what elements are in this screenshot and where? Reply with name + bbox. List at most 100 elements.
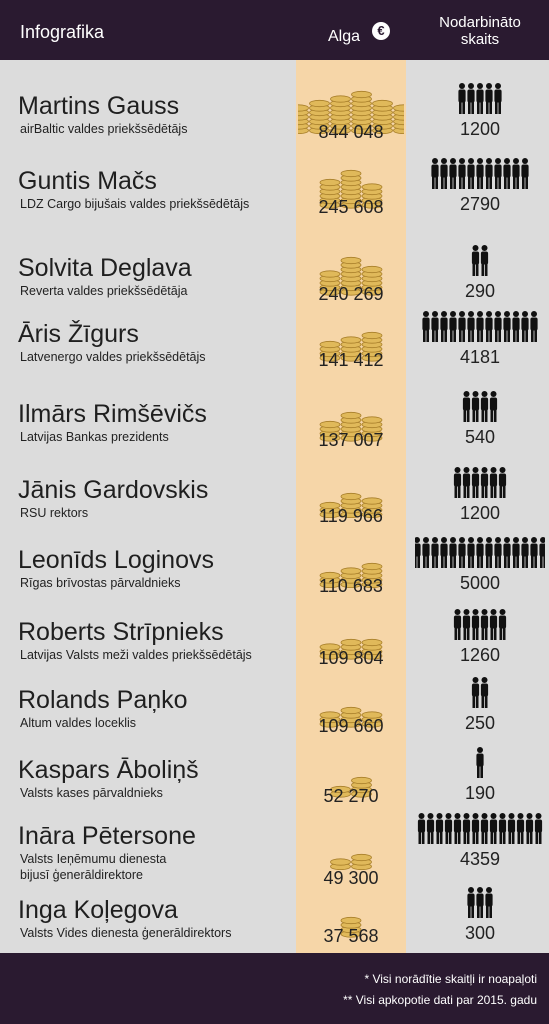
person-icon (471, 245, 480, 276)
table-row: Kaspars Āboliņš Valsts kases pārvaldnieks… (0, 747, 549, 834)
coin-stacks (319, 411, 383, 442)
header: Infografika Alga € Nodarbināto skaits (0, 0, 549, 60)
coin-icon (351, 90, 372, 98)
people-icons-wrap (415, 310, 545, 344)
person-icon (489, 813, 498, 844)
people-icons-wrap (415, 244, 545, 278)
person-role: Latvenergo valdes priekšsēdētājs (20, 350, 206, 364)
person-icon (503, 537, 511, 568)
salary-value: 137 007 (318, 430, 384, 450)
person-role: bijusī ģenerāldirektore (20, 868, 143, 882)
employees-value: 250 (464, 713, 496, 733)
person-icon (503, 158, 511, 189)
person-icon (485, 311, 493, 342)
employees-value: 190 (464, 783, 496, 803)
employees-label-line: Nodarbināto (439, 14, 521, 31)
person-icon (471, 391, 480, 422)
coin-icon (340, 169, 362, 178)
person-icon (453, 467, 462, 498)
salary-value: 109 804 (318, 648, 384, 668)
person-name: Rolands Paņko (18, 686, 188, 714)
salary-value: 240 269 (318, 284, 384, 304)
person-icon (521, 311, 529, 342)
coin-icon (340, 411, 362, 420)
person-icon (476, 747, 484, 778)
person-icon (467, 83, 475, 114)
person-icon (476, 537, 484, 568)
coin-icon (361, 562, 383, 570)
employees-value: 1200 (459, 119, 501, 139)
person-icon (494, 537, 502, 568)
person-name: Leonīds Loginovs (18, 546, 214, 574)
coin-icon (361, 638, 383, 647)
table-row: Āris Žīgurs Latvenergo valdes priekšsēdēt… (0, 311, 549, 398)
person-icon (485, 887, 493, 918)
person-role: Valsts kases pārvaldnieks (20, 786, 163, 800)
people-icons-wrap (415, 157, 545, 191)
person-icon (480, 391, 489, 422)
person-name: Jānis Gardovskis (18, 476, 209, 504)
person-icon (521, 537, 529, 568)
euro-icon: € (372, 22, 390, 40)
coin-stacks (340, 916, 362, 938)
person-icon (417, 813, 426, 844)
coin-icon (330, 857, 351, 866)
person-icon (449, 311, 457, 342)
salary-value: 844 048 (318, 122, 384, 142)
table-row: Solvita Deglava Reverta valdes priekšsēdē… (0, 245, 549, 332)
coin-stacks-wrap (298, 772, 404, 818)
person-icon (471, 467, 480, 498)
coin-icon (319, 420, 341, 429)
footer-note: ** Visi apkopotie dati par 2015. gadu (343, 993, 537, 1007)
person-icon (498, 813, 507, 844)
person-icon (480, 609, 489, 640)
person-name: Guntis Mačs (18, 167, 157, 195)
people-icons-wrap (415, 746, 545, 780)
people-icons-wrap (415, 390, 545, 424)
person-icon (467, 311, 475, 342)
coin-icon (340, 492, 362, 500)
person-icon (489, 467, 498, 498)
person-icon (444, 813, 453, 844)
coin-stacks (330, 853, 372, 870)
people-icons (453, 467, 507, 498)
footer-note: * Visi norādītie skaitļi ir noapaļoti (364, 972, 537, 986)
person-icon (525, 813, 534, 844)
person-name: Inga Koļegova (18, 896, 178, 924)
person-icon (458, 83, 466, 114)
coin-stacks-wrap (298, 327, 404, 373)
person-icon (440, 537, 448, 568)
person-icon (476, 83, 484, 114)
people-icons-wrap (415, 676, 545, 710)
coin-icon (351, 776, 372, 785)
person-name: Ilmārs Rimšēvičs (18, 400, 207, 428)
person-name: Solvita Deglava (18, 254, 192, 282)
person-icon (512, 311, 520, 342)
employees-value: 540 (464, 427, 496, 447)
coin-stacks (319, 169, 383, 209)
person-icon (458, 158, 466, 189)
person-icon (453, 813, 462, 844)
person-icon (462, 813, 471, 844)
person-icon (512, 537, 520, 568)
person-icon (494, 158, 502, 189)
person-icon (431, 537, 439, 568)
coin-icon (361, 496, 383, 505)
person-role: Latvijas Bankas prezidents (20, 430, 169, 444)
person-role: Valsts Vides dienesta ģenerāldirektors (20, 926, 232, 940)
person-icon (426, 813, 435, 844)
employees-column-label: Nodarbināto skaits (420, 14, 540, 48)
person-icon (471, 677, 480, 708)
person-icon (449, 537, 457, 568)
table-row: Roberts Strīpnieks Latvijas Valsts meži v… (0, 609, 549, 696)
employees-value: 290 (464, 281, 496, 301)
coin-icon (340, 336, 362, 344)
person-icon (440, 311, 448, 342)
employees-value: 1200 (459, 503, 501, 523)
salary-value: 52 270 (323, 786, 379, 806)
people-icons-wrap (413, 536, 547, 570)
person-role: Valsts Ieņēmumu dienesta (20, 852, 167, 866)
person-icon (530, 311, 538, 342)
table-row: Rolands Paņko Altum valdes loceklis 109 66… (0, 677, 549, 764)
